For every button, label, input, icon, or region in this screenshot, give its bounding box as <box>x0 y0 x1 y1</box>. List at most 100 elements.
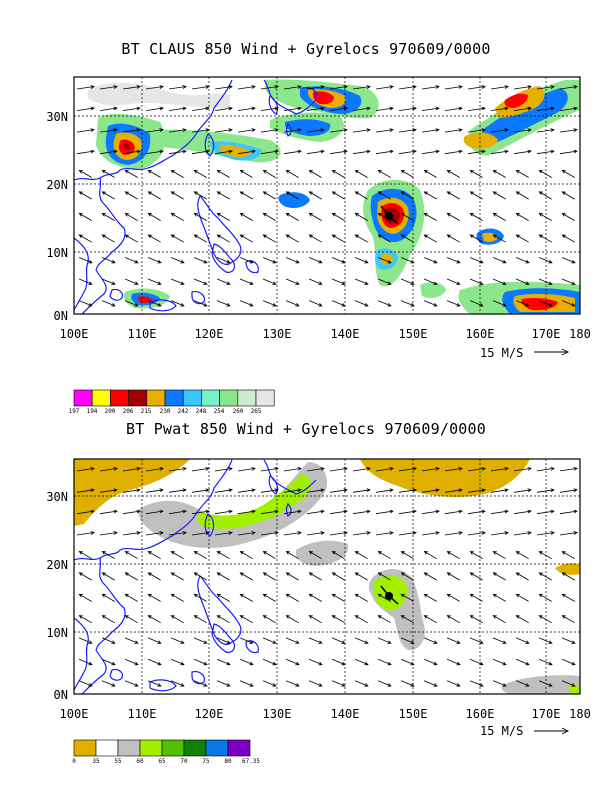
wind-vector-arrow <box>352 149 371 155</box>
wind-vector-arrow <box>492 572 506 581</box>
wind-vector-arrow <box>101 278 116 285</box>
wind-vector-arrow <box>191 488 210 493</box>
wind-vector-arrow <box>421 509 440 515</box>
wind-vector-arrow <box>308 658 323 666</box>
wind-vector-arrow <box>444 149 463 155</box>
wind-vector-arrow <box>239 257 254 264</box>
wind-vector-arrow <box>170 637 185 644</box>
wind-vector-arrow <box>444 85 463 90</box>
top-vector-scale-label: 15 M/S <box>480 346 524 360</box>
wind-vector-arrow <box>561 169 575 178</box>
wind-vector-arrow <box>446 551 460 560</box>
colorbar-swatch <box>201 389 220 407</box>
wind-vector-arrow <box>538 593 552 602</box>
bottom-xlabel-180: 180 <box>569 707 591 721</box>
wind-vector-arrow <box>239 658 254 666</box>
wind-vector-arrow <box>193 551 207 560</box>
wind-vector-arrow <box>239 637 254 644</box>
top-map-frame <box>73 76 581 315</box>
wind-vector-arrow <box>216 680 231 687</box>
wind-vector-arrow <box>398 509 417 515</box>
wind-vector-arrow <box>124 615 138 624</box>
wind-vector-arrow <box>513 106 532 111</box>
wind-vector-arrow <box>308 593 322 602</box>
wind-vector-arrow <box>538 637 553 644</box>
wind-vector-arrow <box>400 680 415 687</box>
wind-vector-arrow <box>467 106 486 111</box>
wind-vector-arrow <box>216 551 230 560</box>
wind-vector-arrow <box>306 106 325 111</box>
wind-vector-arrow <box>492 234 506 243</box>
wind-vector-arrow <box>515 572 529 581</box>
wind-vector-arrow <box>170 593 184 602</box>
wind-vector-arrow <box>423 213 437 221</box>
wind-vector-arrow <box>124 257 139 264</box>
bottom-map-panel <box>73 458 581 735</box>
wind-vector-arrow <box>421 85 440 90</box>
wind-vector-arrow <box>76 149 95 155</box>
wind-vector-arrow <box>239 593 253 602</box>
wind-vector-arrow <box>147 658 162 666</box>
colorbar-swatch <box>182 389 202 407</box>
wind-vector-arrow <box>377 572 391 581</box>
wind-vector-arrow <box>398 149 417 155</box>
wind-vector-arrow <box>193 212 207 221</box>
wind-vector-arrow <box>124 551 138 560</box>
wind-vector-arrow <box>306 488 325 493</box>
wind-vector-arrow <box>262 680 277 687</box>
colorbar-swatch <box>219 389 239 407</box>
wind-vector-arrow <box>559 467 578 472</box>
wind-vector-arrow <box>421 531 440 536</box>
wind-vector-arrow <box>122 128 141 133</box>
wind-vector-arrow <box>492 169 506 178</box>
wind-vector-arrow <box>467 488 486 493</box>
wind-vector-arrow <box>262 278 277 285</box>
wind-vector-arrow <box>515 169 529 178</box>
bottom-colorbar-label: 0 <box>72 758 76 765</box>
wind-vector-arrow <box>214 149 233 155</box>
wind-vector-arrow <box>469 572 483 581</box>
wind-vector-arrow <box>536 85 555 90</box>
wind-vector-arrow <box>214 488 233 493</box>
wind-vector-arrow <box>260 531 279 536</box>
wind-vector-arrow <box>469 551 483 560</box>
wind-vector-arrow <box>515 278 530 285</box>
bottom-colorbar-label: 55 <box>114 758 122 765</box>
wind-vector-arrow <box>469 658 484 666</box>
wind-vector-arrow <box>170 169 184 178</box>
wind-vector-arrow <box>423 551 437 560</box>
wind-vector-arrow <box>237 467 256 472</box>
wind-vector-arrow <box>193 593 207 602</box>
wind-vector-arrow <box>515 234 529 243</box>
wind-vector-arrow <box>377 278 392 285</box>
wind-vector-arrow <box>400 257 415 264</box>
wind-vector-arrow <box>101 234 115 243</box>
wind-vector-arrow <box>377 257 392 264</box>
wind-vector-arrow <box>78 191 92 200</box>
wind-vector-arrow <box>262 615 276 624</box>
wind-vector-arrow <box>352 128 371 133</box>
bottom-map-frame <box>73 458 581 695</box>
wind-vector-arrow <box>375 128 394 133</box>
wind-vector-arrow <box>513 85 532 90</box>
wind-vector-arrow <box>262 257 277 264</box>
wind-vector-arrow <box>308 615 322 624</box>
wind-vector-arrow <box>124 572 138 581</box>
bottom-xlabel-120e: 120E <box>194 707 224 721</box>
wind-vector-arrow <box>559 509 578 515</box>
colorbar-swatch <box>73 739 97 757</box>
wind-vector-arrow <box>191 128 210 133</box>
bottom-colorbar-label: 80 <box>224 758 232 765</box>
wind-vector-arrow <box>260 128 279 133</box>
wind-vector-arrow <box>354 300 369 307</box>
wind-vector-arrow <box>239 234 253 243</box>
bottom-colorbar-label: 75 <box>202 758 210 765</box>
wind-vector-arrow <box>285 658 300 666</box>
wind-vector-arrow <box>469 213 483 221</box>
top-cloud-shading <box>88 79 580 314</box>
wind-vector-arrow <box>78 637 93 644</box>
wind-vector-arrow <box>469 257 484 264</box>
wind-vector-arrow <box>239 212 253 221</box>
colorbar-swatch <box>237 389 257 407</box>
